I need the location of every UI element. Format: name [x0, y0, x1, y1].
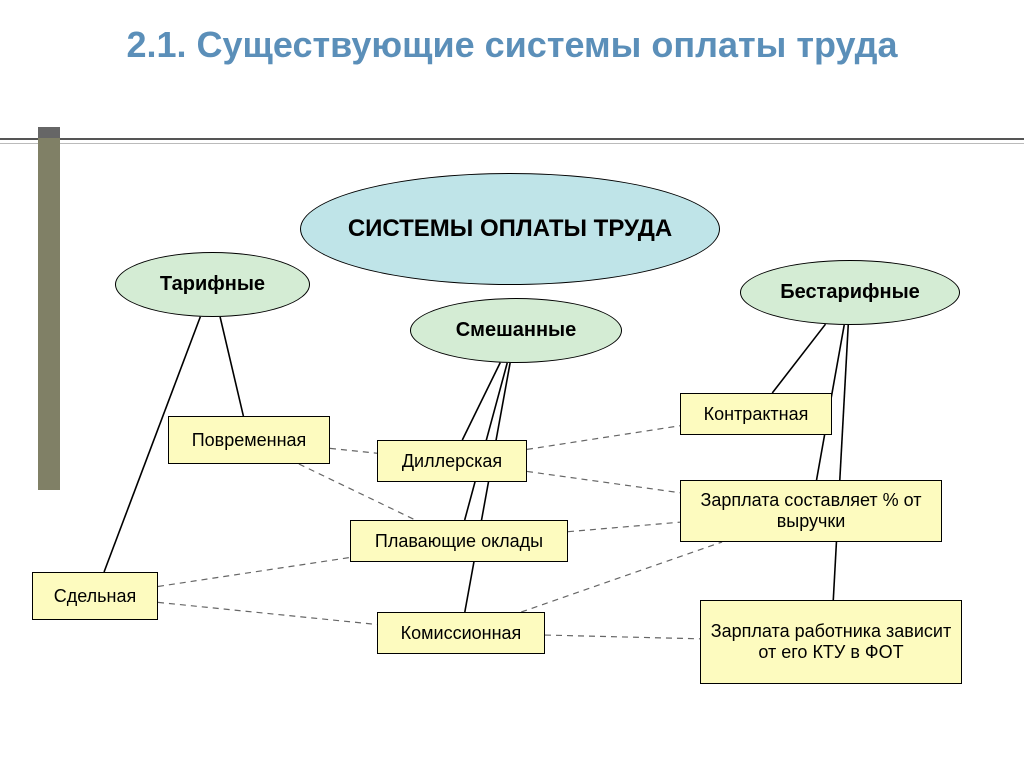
- vertical-accent: [38, 138, 60, 490]
- node-zktu: Зарплата работника зависит от его КТУ в …: [700, 600, 962, 684]
- node-tarif: Тарифные: [115, 252, 310, 317]
- node-kontr: Контрактная: [680, 393, 832, 435]
- page-title: 2.1. Существующие системы оплаты труда: [0, 0, 1024, 67]
- node-diller: Диллерская: [377, 440, 527, 482]
- node-povrem: Повременная: [168, 416, 330, 464]
- node-mixed: Смешанные: [410, 298, 622, 363]
- node-sdeln: Сдельная: [32, 572, 158, 620]
- node-root: СИСТЕМЫ ОПЛАТЫ ТРУДА: [300, 173, 720, 285]
- node-komis: Комиссионная: [377, 612, 545, 654]
- divider: [0, 138, 1024, 144]
- node-plav: Плавающие оклады: [350, 520, 568, 562]
- node-bestar: Бестарифные: [740, 260, 960, 325]
- node-zpv: Зарплата составляет % от выручки: [680, 480, 942, 542]
